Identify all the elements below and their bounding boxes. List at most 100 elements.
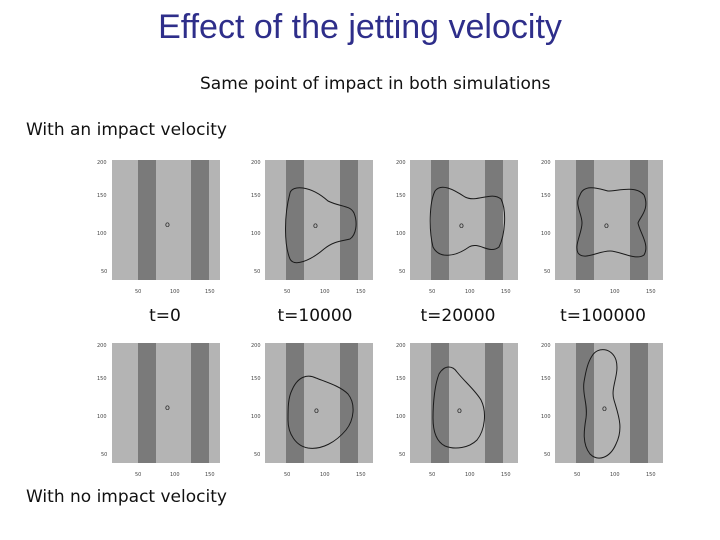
- marker: o: [457, 406, 462, 415]
- time-label-2: t=10000: [277, 306, 353, 326]
- xtick: 50: [135, 472, 141, 478]
- ytick: 100: [541, 231, 551, 237]
- ytick: 100: [541, 414, 551, 420]
- xtick: 100: [320, 472, 330, 478]
- stripe-left: [138, 343, 156, 463]
- row1-label: With an impact velocity: [26, 120, 227, 140]
- row2-panel-1: o 200 150 100 50 50 100 150: [95, 338, 225, 480]
- stripe-right: [485, 343, 503, 463]
- marker: o: [313, 221, 318, 230]
- row2-panel-2: o 200 150 100 50 50 100 150: [250, 338, 378, 480]
- ytick: 200: [396, 160, 406, 166]
- xtick: 50: [429, 472, 435, 478]
- ytick: 50: [399, 269, 405, 275]
- xtick: 50: [574, 289, 580, 295]
- xtick: 150: [501, 472, 511, 478]
- row2-plot-3-svg: o 200 150 100 50 50 100 150: [396, 343, 518, 478]
- xtick: 50: [574, 472, 580, 478]
- ytick: 100: [97, 231, 107, 237]
- droplet-contour: [429, 186, 506, 256]
- row1-plot-3-svg: o 200 150 100 50 50 100 150: [396, 160, 518, 295]
- slide-subtitle: Same point of impact in both simulations: [200, 74, 551, 94]
- row1-panel-4: o 200 150 100 50 50 100 150: [540, 155, 668, 297]
- ytick: 150: [541, 193, 551, 199]
- ytick: 200: [541, 343, 551, 349]
- ytick: 50: [254, 269, 260, 275]
- time-label-1: t=0: [149, 306, 181, 326]
- xtick: 100: [170, 289, 180, 295]
- droplet-contour: [583, 349, 621, 459]
- xtick: 150: [356, 472, 366, 478]
- time-label-3: t=20000: [420, 306, 496, 326]
- xtick: 50: [429, 289, 435, 295]
- row1-plot-1-svg: o 200 150 100 50 50 100 150: [97, 160, 220, 295]
- xtick: 150: [646, 472, 656, 478]
- marker: o: [165, 403, 170, 412]
- ytick: 200: [251, 160, 261, 166]
- droplet-contour: [432, 366, 485, 449]
- stripe-left: [576, 343, 594, 463]
- stripe-right: [340, 343, 358, 463]
- ytick: 150: [396, 376, 406, 382]
- marker: o: [459, 221, 464, 230]
- ytick: 100: [97, 414, 107, 420]
- droplet-contour: [287, 375, 354, 449]
- marker: o: [602, 404, 607, 413]
- stripe-right: [191, 160, 209, 280]
- xtick: 100: [610, 472, 620, 478]
- row2-panel-3: o 200 150 100 50 50 100 150: [395, 338, 523, 480]
- ytick: 200: [251, 343, 261, 349]
- row2-plot-2-svg: o 200 150 100 50 50 100 150: [251, 343, 373, 478]
- ytick: 200: [541, 160, 551, 166]
- row1-plot-2-svg: o 200 150 100 50 50 100 150: [251, 160, 373, 295]
- xtick: 50: [284, 289, 290, 295]
- row2-plot-4-svg: o 200 150 100 50 50 100 150: [541, 343, 663, 478]
- slide-title: Effect of the jetting velocity: [158, 8, 562, 46]
- marker: o: [604, 221, 609, 230]
- ytick: 50: [544, 452, 550, 458]
- stripe-left: [576, 160, 594, 280]
- xtick: 50: [284, 472, 290, 478]
- stripe-right: [340, 160, 358, 280]
- ytick: 100: [251, 414, 261, 420]
- xtick: 150: [356, 289, 366, 295]
- ytick: 50: [101, 269, 107, 275]
- stripe-left: [286, 160, 304, 280]
- xtick: 150: [501, 289, 511, 295]
- stripe-right: [630, 343, 648, 463]
- ytick: 100: [251, 231, 261, 237]
- row2-plot-1-svg: o 200 150 100 50 50 100 150: [97, 343, 220, 478]
- xtick: 150: [205, 472, 215, 478]
- ytick: 150: [251, 193, 261, 199]
- ytick: 200: [97, 160, 107, 166]
- stripe-right: [191, 343, 209, 463]
- row1-panel-3: o 200 150 100 50 50 100 150: [395, 155, 523, 297]
- ytick: 200: [396, 343, 406, 349]
- xtick: 100: [610, 289, 620, 295]
- stripe-right: [485, 160, 503, 280]
- ytick: 150: [541, 376, 551, 382]
- row1-plot-4-svg: o 200 150 100 50 50 100 150: [541, 160, 663, 295]
- xtick: 100: [465, 289, 475, 295]
- stripe-left: [138, 160, 156, 280]
- stripe-left: [431, 343, 449, 463]
- stripe-left: [431, 160, 449, 280]
- xtick: 100: [320, 289, 330, 295]
- marker: o: [165, 220, 170, 229]
- row2-label: With no impact velocity: [26, 487, 227, 507]
- ytick: 150: [251, 376, 261, 382]
- ytick: 50: [544, 269, 550, 275]
- row1-panel-1: o 200 150 100 50 50 100 150: [95, 155, 225, 297]
- xtick: 150: [646, 289, 656, 295]
- xtick: 50: [135, 289, 141, 295]
- droplet-contour: [576, 187, 647, 258]
- ytick: 150: [97, 376, 107, 382]
- ytick: 150: [396, 193, 406, 199]
- ytick: 50: [101, 452, 107, 458]
- ytick: 200: [97, 343, 107, 349]
- ytick: 100: [396, 414, 406, 420]
- marker: o: [314, 406, 319, 415]
- xtick: 150: [205, 289, 215, 295]
- xtick: 100: [170, 472, 180, 478]
- ytick: 100: [396, 231, 406, 237]
